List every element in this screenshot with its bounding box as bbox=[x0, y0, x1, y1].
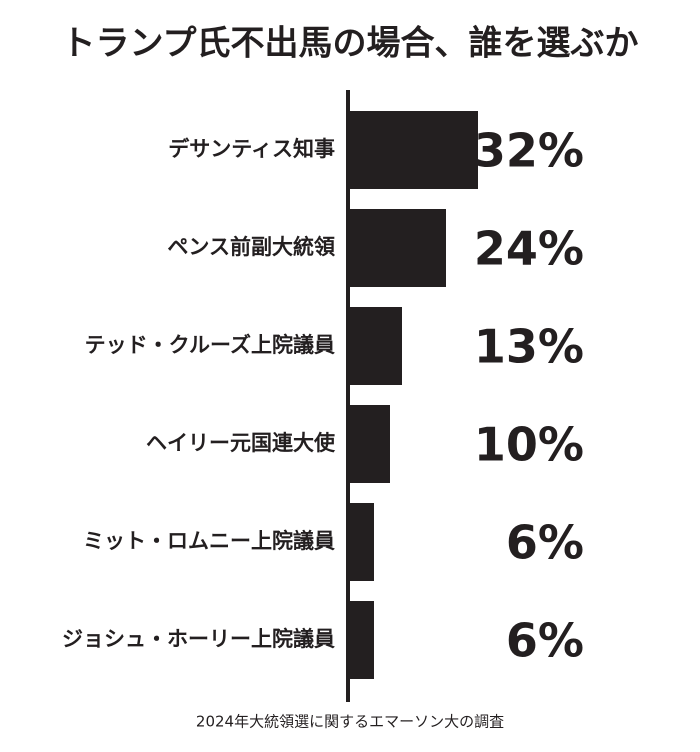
bar bbox=[350, 307, 402, 385]
category-label: ミット・ロムニー上院議員 bbox=[83, 529, 335, 553]
value-label: 6% bbox=[506, 516, 584, 570]
source-note: 2024年大統領選に関するエマーソン大の調査 bbox=[196, 713, 504, 731]
bar bbox=[350, 405, 390, 483]
category-label: ヘイリー元国連大使 bbox=[146, 431, 336, 455]
value-label: 13% bbox=[474, 320, 584, 374]
value-label: 10% bbox=[474, 418, 584, 472]
category-label: ジョシュ・ホーリー上院議員 bbox=[62, 627, 335, 651]
value-label: 6% bbox=[506, 614, 584, 668]
chart-title: トランプ氏不出馬の場合、誰を選ぶか bbox=[62, 24, 639, 64]
category-label: ペンス前副大統領 bbox=[167, 235, 336, 259]
bar bbox=[350, 503, 374, 581]
value-label: 24% bbox=[474, 222, 584, 276]
category-label: テッド・クルーズ上院議員 bbox=[85, 333, 335, 357]
bar bbox=[350, 601, 374, 679]
bar bbox=[350, 111, 478, 189]
value-label: 32% bbox=[474, 124, 584, 178]
category-label: デサンティス知事 bbox=[168, 137, 335, 161]
bar bbox=[350, 209, 446, 287]
